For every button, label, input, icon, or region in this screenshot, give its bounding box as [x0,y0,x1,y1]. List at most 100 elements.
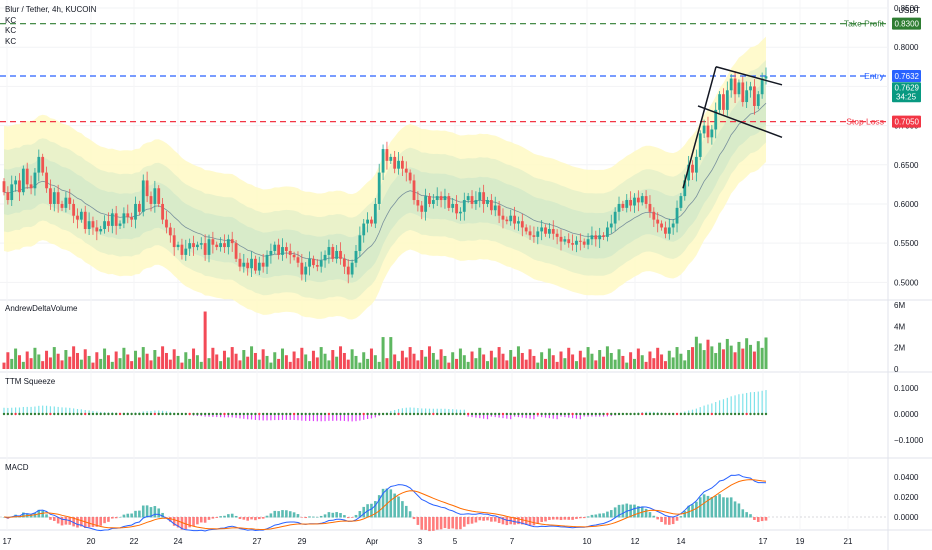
volume-bar [141,347,145,369]
candle [571,243,574,245]
candle [691,164,694,173]
volume-bar [629,352,633,369]
candle [636,197,640,203]
symbol-title[interactable]: Blur / Tether, 4h, KUCOIN [5,5,97,14]
candle [230,239,234,244]
candle [184,248,188,255]
squeeze-pane-title[interactable]: TTM Squeeze [5,377,56,386]
indicator-kc-1[interactable]: KC [5,15,17,25]
macd-histogram-bar [540,517,543,522]
macd-histogram-bar [335,512,338,518]
squeeze-dot [68,412,71,416]
squeeze-dot [644,412,648,416]
volume-bar [180,362,184,369]
volume-bar [29,358,33,369]
candle [254,258,257,271]
candle [323,254,327,261]
squeeze-dot [679,412,683,416]
candle [745,90,749,103]
macd-histogram-bar [412,517,416,520]
candle [277,244,281,255]
volume-bar [261,349,265,369]
squeeze-dot [381,412,385,416]
candle [687,164,691,181]
volume-bar [172,349,176,369]
candle [509,215,513,222]
squeeze-dot [753,412,756,416]
squeeze-dot [261,412,265,416]
level-price-tag [892,115,921,128]
macd-histogram-bar [482,517,485,521]
candle [702,125,706,134]
candle [176,244,180,248]
squeeze-dot [10,412,13,416]
volume-bar [455,358,459,369]
candle [199,243,203,245]
x-tick-label: 20 [87,537,96,546]
candle [559,236,563,242]
squeeze-dot [428,412,431,416]
volume-bar [335,356,339,369]
squeeze-dot [490,412,493,416]
candle [296,257,300,263]
macd-pane-title[interactable]: MACD [5,463,29,472]
volume-bar [273,352,277,369]
squeeze-dot [56,412,60,416]
squeeze-dot [536,412,539,416]
candle [257,262,261,271]
volume-bar [694,336,698,369]
x-tick-label: 29 [298,537,307,546]
squeeze-dot [656,412,659,416]
macd-histogram-bar [381,488,385,518]
macd-histogram-bar [474,517,478,523]
candle [625,200,629,208]
squeeze-dot [571,412,574,416]
volume-bar [242,350,246,369]
volume-bar [439,349,443,369]
volume-bar [544,358,548,369]
squeeze-dot [80,412,83,416]
macd-histogram-bar [52,517,56,521]
level-name-stop-loss: Stop Loss [846,117,884,127]
volume-bar [586,347,590,369]
candle [335,250,339,259]
macd-histogram-bar [667,517,671,525]
candle [219,243,223,248]
volume-pane-title[interactable]: AndrewDeltaVolume [5,304,78,313]
volume-bar [474,358,478,369]
squeeze-dot [412,412,416,416]
squeeze-dot [231,412,234,416]
volume-bar [412,353,416,369]
candle [633,197,636,206]
macd-histogram-bar [760,517,764,522]
volume-bar [625,362,629,369]
squeeze-tick-label: 0.1000 [894,384,919,393]
volume-bar [489,350,493,369]
candle [698,133,702,157]
indicator-kc-2[interactable]: KC [5,26,17,35]
squeeze-dot [362,412,365,416]
squeeze-dot [741,412,744,416]
squeeze-dot [482,412,485,416]
macd-histogram-bar [56,517,60,524]
squeeze-dot [401,412,404,416]
volume-bar [513,356,517,369]
candle [130,217,134,220]
x-tick-label: 3 [418,537,423,546]
macd-histogram-bar [753,517,756,520]
squeeze-dot [552,412,555,416]
candle [87,221,91,230]
candle [312,258,315,266]
squeeze-dot [234,412,238,416]
volume-bar [617,349,621,369]
macd-histogram-bar [331,512,335,518]
bar-countdown-label: 34:25 [896,92,917,101]
indicator-kc-3[interactable]: KC [5,36,17,46]
volume-bar [358,362,362,369]
squeeze-dot [757,412,760,416]
candle [524,227,528,232]
candle [497,205,501,216]
candle [122,213,126,224]
volume-bar [342,352,346,369]
